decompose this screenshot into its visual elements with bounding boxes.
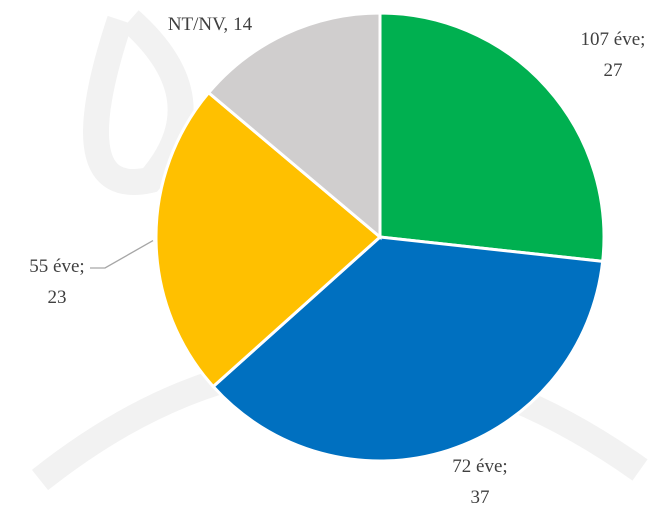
- category-label: 72 éve;: [452, 456, 507, 477]
- category-label: 107 éve;: [581, 29, 646, 50]
- pie-slice: [206, 11, 382, 241]
- value-label: 27: [604, 60, 623, 81]
- category-label: NT/NV,: [168, 14, 228, 35]
- data-label: 55 éve; 23: [29, 256, 84, 308]
- pie-slice: [211, 235, 605, 463]
- value-label: 23: [48, 287, 67, 308]
- category-label: 55 éve;: [29, 256, 84, 277]
- value-label: 14: [233, 14, 253, 35]
- pie-slice: [154, 90, 383, 389]
- data-label: 107 éve; 27: [581, 29, 646, 81]
- pie-slice: [378, 11, 606, 263]
- value-label: 37: [471, 487, 490, 508]
- data-label: NT/NV, 14: [168, 14, 253, 35]
- leader-line: [90, 239, 154, 269]
- data-label: 72 éve; 37: [452, 456, 507, 508]
